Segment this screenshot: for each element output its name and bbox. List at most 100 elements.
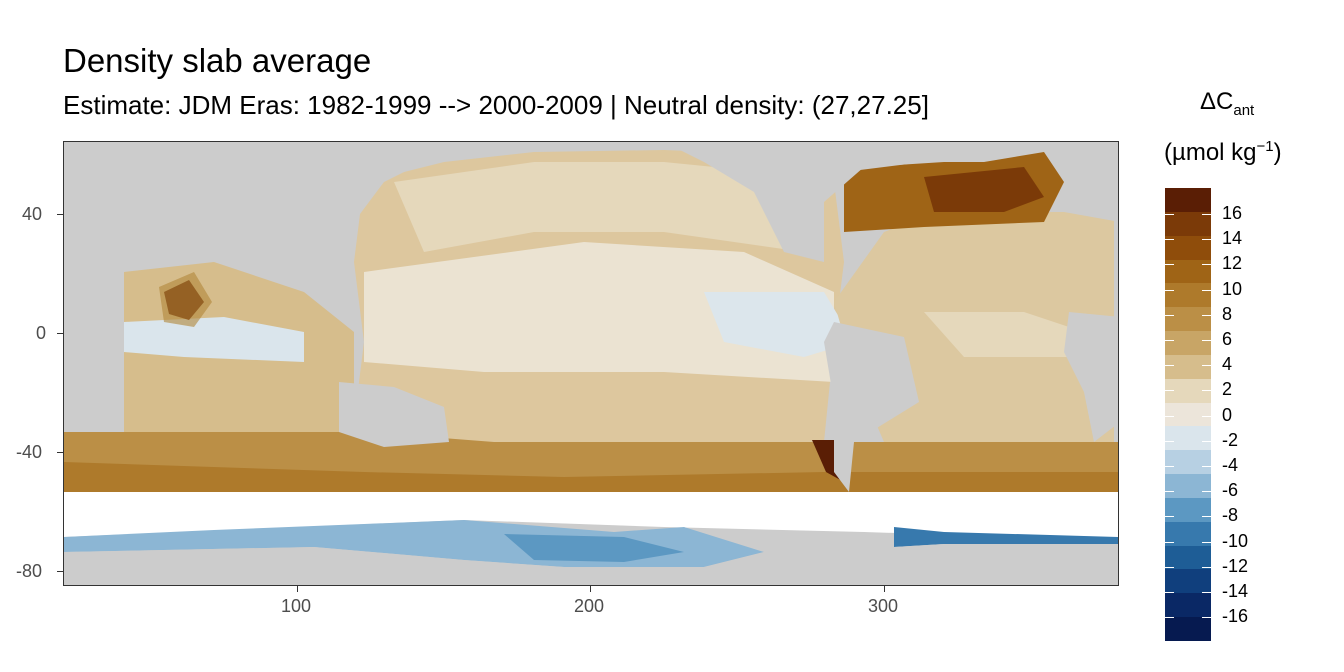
legend-swatch bbox=[1165, 283, 1211, 308]
y-tick-minus-80 bbox=[57, 571, 63, 572]
x-tick-label-300: 300 bbox=[868, 596, 899, 616]
chart-title: Density slab average bbox=[63, 42, 372, 79]
legend-swatch bbox=[1165, 569, 1211, 594]
north-america bbox=[664, 142, 964, 262]
south-america bbox=[824, 322, 919, 492]
y-tick-label-minus-40: -40 bbox=[16, 442, 43, 462]
legend-label: 0 bbox=[1222, 404, 1233, 425]
legend-tick bbox=[1202, 592, 1211, 593]
legend-unit-sup: −1 bbox=[1256, 138, 1274, 155]
legend-tick bbox=[1165, 415, 1174, 417]
legend-tick bbox=[1165, 491, 1174, 493]
legend-swatch bbox=[1165, 450, 1211, 475]
legend-tick bbox=[1165, 440, 1174, 442]
legend-tick bbox=[1202, 365, 1211, 367]
legend-swatch bbox=[1165, 259, 1211, 284]
legend-tick bbox=[1202, 340, 1211, 341]
ocean-field bbox=[64, 150, 1118, 567]
x-tick-200 bbox=[590, 586, 591, 592]
legend-subscript: ant bbox=[1233, 101, 1255, 119]
legend-tick bbox=[1165, 466, 1174, 467]
legend-swatch bbox=[1165, 497, 1211, 523]
legend-tick bbox=[1202, 264, 1211, 266]
north-pacific-band bbox=[394, 162, 824, 252]
legend-tick bbox=[1165, 289, 1174, 291]
legend-swatch bbox=[1165, 211, 1211, 237]
legend-tick bbox=[1165, 541, 1174, 543]
legend-label: -10 bbox=[1222, 530, 1249, 551]
legend-tick bbox=[1165, 314, 1174, 316]
legend-tick bbox=[1202, 314, 1211, 316]
legend-label: -8 bbox=[1222, 505, 1239, 526]
arabian-sea-ring bbox=[159, 272, 212, 327]
australia bbox=[339, 382, 449, 447]
legend-title-line-2: (µmol kg−1) bbox=[1164, 138, 1282, 167]
legend-symbol: ΔC bbox=[1200, 88, 1234, 115]
legend-tick bbox=[1202, 239, 1211, 241]
legend-tick bbox=[1202, 491, 1211, 493]
legend-label: 4 bbox=[1222, 354, 1233, 375]
legend-tick bbox=[1202, 516, 1211, 518]
legend-tick bbox=[1165, 566, 1174, 568]
legend-tick bbox=[1202, 541, 1211, 543]
africa bbox=[1064, 312, 1118, 442]
legend-label: -4 bbox=[1222, 455, 1239, 475]
legend-tick bbox=[1202, 289, 1211, 291]
legend-tick bbox=[1165, 617, 1174, 619]
legend-swatch bbox=[1165, 354, 1211, 380]
east-tropical-pacific bbox=[704, 292, 854, 357]
y-tick-label-0: 0 bbox=[36, 323, 47, 343]
legend-tick bbox=[1202, 390, 1211, 392]
legend-tick bbox=[1165, 390, 1174, 392]
legend-label: 10 bbox=[1222, 278, 1243, 299]
legend-tick bbox=[1165, 340, 1174, 341]
legend-swatch bbox=[1165, 545, 1211, 570]
pacific-equatorial-band bbox=[364, 242, 834, 382]
asia-north bbox=[64, 142, 424, 262]
antarctic-shelf-deep bbox=[504, 534, 684, 562]
legend-swatch bbox=[1165, 617, 1211, 642]
land-masses bbox=[64, 142, 1118, 585]
legend-label: 6 bbox=[1222, 329, 1233, 349]
legend-swatch bbox=[1165, 307, 1211, 332]
y-tick-40 bbox=[57, 214, 63, 215]
x-tick-label-200: 200 bbox=[574, 596, 605, 616]
y-tick-label-minus-80: -80 bbox=[16, 561, 43, 581]
southern-ocean-band-1 bbox=[64, 432, 1118, 482]
legend-unit-main: (µmol kg bbox=[1164, 139, 1257, 166]
legend-label: -2 bbox=[1222, 429, 1239, 450]
europe bbox=[1064, 142, 1118, 222]
legend-swatch bbox=[1165, 188, 1211, 213]
antarctic-shelf-east bbox=[894, 527, 1118, 547]
legend-label: 12 bbox=[1222, 253, 1243, 274]
legend-tick bbox=[1165, 239, 1174, 241]
legend-title-line-1: ΔCant bbox=[1200, 88, 1254, 119]
legend-label: 14 bbox=[1222, 228, 1243, 249]
legend-label: 16 bbox=[1222, 203, 1243, 223]
legend-tick bbox=[1202, 440, 1211, 442]
equatorial-atlantic bbox=[924, 312, 1084, 357]
legend-swatch bbox=[1165, 593, 1211, 618]
legend-swatch bbox=[1165, 474, 1211, 499]
legend-label: -12 bbox=[1222, 555, 1249, 576]
legend-swatch bbox=[1165, 426, 1211, 451]
legend-tick bbox=[1165, 592, 1174, 593]
legend-swatch bbox=[1165, 331, 1211, 356]
x-tick-label-100: 100 bbox=[281, 596, 312, 616]
y-tick-minus-40 bbox=[57, 452, 63, 453]
legend-tick bbox=[1165, 214, 1174, 215]
no-data-band bbox=[64, 492, 1118, 540]
southern-ocean-band-2 bbox=[64, 462, 1118, 492]
x-tick-100 bbox=[297, 586, 298, 592]
legend-label: -14 bbox=[1222, 581, 1249, 601]
chart-subtitle: Estimate: JDM Eras: 1982-1999 --> 2000-2… bbox=[63, 90, 929, 120]
legend-label: 2 bbox=[1222, 379, 1233, 400]
legend-tick bbox=[1202, 566, 1211, 568]
legend-tick bbox=[1202, 466, 1211, 467]
legend-tick bbox=[1165, 365, 1174, 367]
y-tick-label-40: 40 bbox=[22, 204, 43, 224]
legend-tick bbox=[1202, 214, 1211, 215]
x-tick-300 bbox=[884, 586, 885, 592]
indian-equatorial-band bbox=[124, 317, 304, 362]
y-tick-0 bbox=[57, 333, 63, 334]
